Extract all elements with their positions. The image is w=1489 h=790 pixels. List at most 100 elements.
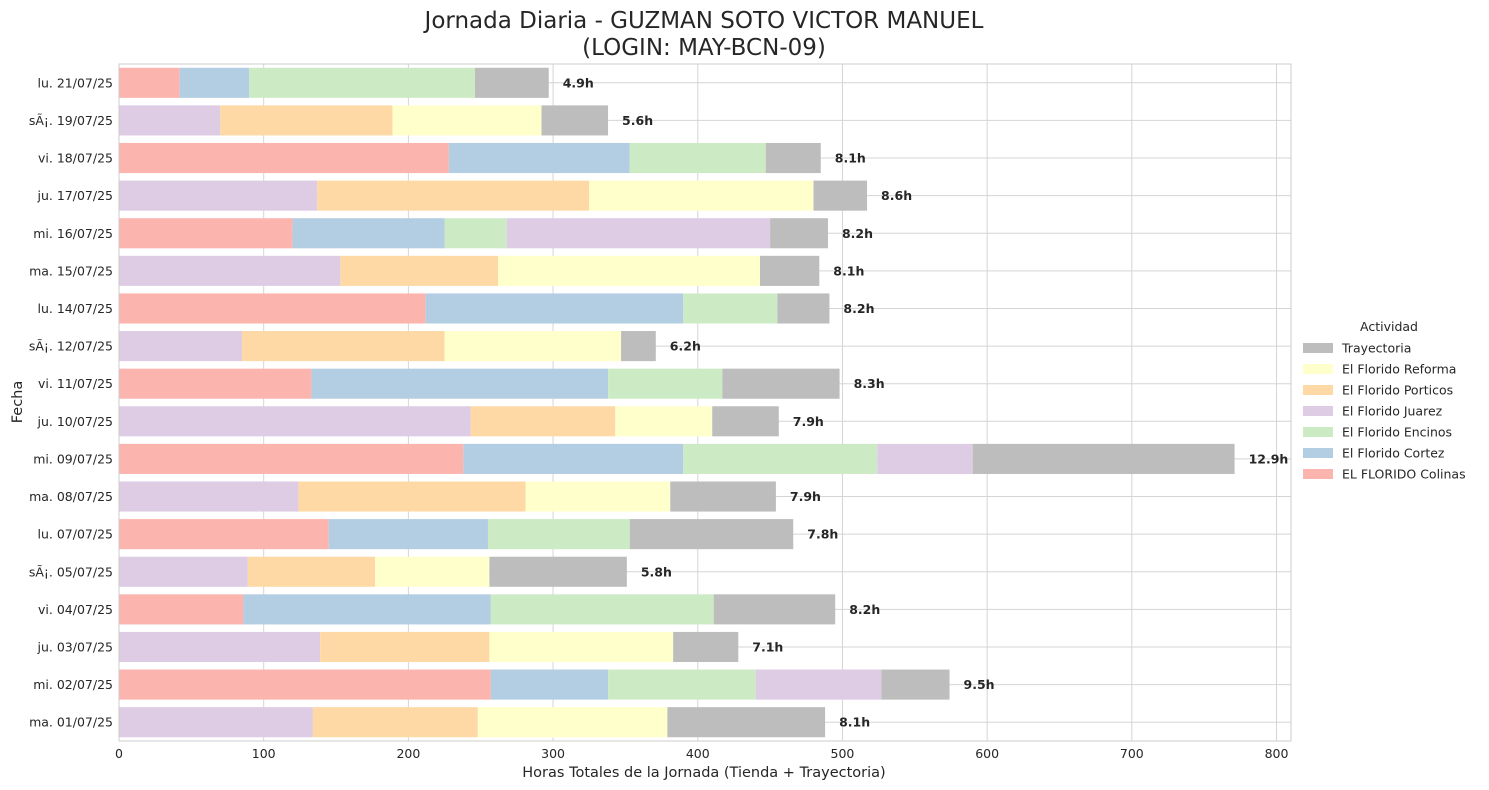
bar-total-label: 9.5h: [964, 677, 995, 692]
bar-segment: [629, 142, 766, 174]
bar-segment: [444, 331, 622, 362]
bar-segment: [589, 180, 814, 211]
bar-segment: [670, 481, 776, 512]
bar-total-label: 5.6h: [622, 113, 653, 128]
y-tick-label: ma. 08/07/25: [29, 489, 113, 504]
bar-segment: [119, 105, 221, 136]
bar-segment: [119, 556, 248, 587]
legend-swatch: [1303, 448, 1333, 458]
bar-segment: [813, 180, 868, 211]
bar-segment: [298, 481, 526, 512]
bar-segment: [615, 406, 713, 437]
bar-total-label: 8.6h: [881, 188, 912, 203]
bar-segment: [119, 331, 242, 362]
bar-total-label: 8.1h: [839, 715, 870, 730]
bar-segment: [541, 105, 609, 136]
chart-title: Jornada Diaria - GUZMAN SOTO VICTOR MANU…: [423, 8, 984, 34]
bar-segment: [243, 594, 491, 625]
y-tick-label: ju. 10/07/25: [37, 414, 113, 429]
bar-segment: [667, 707, 826, 738]
x-tick-label-800: 800: [1265, 746, 1289, 761]
bar-segment: [498, 255, 760, 286]
x-tick-label-100: 100: [252, 746, 276, 761]
bar-segment: [629, 519, 794, 550]
y-tick-label: mi. 09/07/25: [33, 451, 113, 466]
y-tick-label: vi. 18/07/25: [38, 151, 113, 166]
bar-total-label: 7.8h: [807, 527, 838, 542]
bar-segment: [673, 631, 739, 663]
bar-segment: [119, 631, 321, 663]
bar-segment: [759, 255, 820, 286]
bar-segment: [119, 481, 299, 512]
bar-segment: [474, 67, 549, 98]
bar-segment: [489, 556, 627, 587]
bar-total-label: 7.9h: [790, 489, 821, 504]
bars-layer: [119, 67, 1235, 738]
bar-segment: [683, 443, 878, 474]
bar-segment: [249, 67, 475, 98]
bar-segment: [608, 669, 756, 700]
bar-segment: [328, 519, 488, 550]
y-tick-label: mi. 16/07/25: [33, 226, 113, 241]
x-tick-label-0: 0: [115, 746, 123, 761]
bar-total-label: 6.2h: [670, 339, 701, 354]
y-tick-label: ju. 03/07/25: [37, 639, 113, 654]
y-tick-label: lu. 14/07/25: [38, 301, 113, 316]
bar-segment: [119, 443, 464, 474]
bar-segment: [683, 293, 778, 324]
x-tick-label-200: 200: [396, 746, 420, 761]
bar-segment: [448, 142, 630, 174]
y-tick-label: ma. 15/07/25: [29, 263, 113, 278]
bar-segment: [490, 669, 609, 700]
bar-segment: [312, 707, 478, 738]
bar-total-label: 7.1h: [752, 639, 783, 654]
data-labels-layer: 4.9h 5.6h 8.1h 8.6h 8.2h 8.1h 8.2h 6.2h 8.3h 7.9h…: [563, 75, 1289, 729]
bar-segment: [463, 443, 684, 474]
bar-segment: [119, 180, 318, 211]
x-tick-labels: 0 100 200 300 400 500 600 700 800: [115, 746, 1288, 761]
bar-segment: [506, 218, 771, 249]
bar-segment: [712, 406, 779, 437]
bar-segment: [713, 594, 836, 625]
bar-segment: [755, 669, 882, 700]
legend-entry-label: El Florido Reforma: [1342, 362, 1456, 377]
plot-frame: [118, 63, 1292, 742]
bar-segment: [375, 556, 490, 587]
bar-segment: [119, 255, 341, 286]
bar-total-label: 8.3h: [854, 376, 885, 391]
bar-segment: [525, 481, 671, 512]
bar-segment: [425, 293, 684, 324]
bar-segment: [311, 368, 609, 399]
bar-segment: [119, 218, 293, 249]
bar-segment: [722, 368, 840, 399]
bar-segment: [320, 631, 490, 663]
bar-segment: [608, 368, 723, 399]
bar-segment: [247, 556, 376, 587]
bar-total-label: 8.1h: [833, 263, 864, 278]
legend-swatch: [1303, 406, 1333, 416]
bar-segment: [119, 142, 449, 174]
bar-segment: [487, 519, 630, 550]
bar-segment: [119, 368, 312, 399]
legend-swatch: [1303, 427, 1333, 437]
bar-segment: [119, 669, 491, 700]
bar-segment: [119, 707, 313, 738]
bar-segment: [444, 218, 507, 249]
legend-swatch: [1303, 343, 1333, 353]
y-tick-labels: lu. 21/07/25 sÃ¡. 19/07/25 vi. 18/07/25 ju.…: [29, 75, 113, 729]
bar-segment: [490, 594, 714, 625]
legend-title: Actividad: [1360, 319, 1418, 334]
legend-swatch: [1303, 385, 1333, 395]
legend-entry-label: EL FLORIDO Colinas: [1342, 467, 1466, 482]
bar-segment: [220, 105, 393, 136]
x-tick-label-700: 700: [1120, 746, 1144, 761]
bar-total-label: 8.1h: [835, 151, 866, 166]
y-tick-label: ma. 01/07/25: [29, 715, 113, 730]
bar-total-label: 12.9h: [1249, 451, 1289, 466]
legend-entry-label: El Florido Porticos: [1342, 383, 1453, 398]
bar-segment: [881, 669, 950, 700]
y-tick-label: lu. 21/07/25: [38, 75, 113, 90]
y-tick-label: sÃ¡. 19/07/25: [29, 113, 113, 128]
legend-entry-label: Trayectoria: [1341, 341, 1411, 356]
